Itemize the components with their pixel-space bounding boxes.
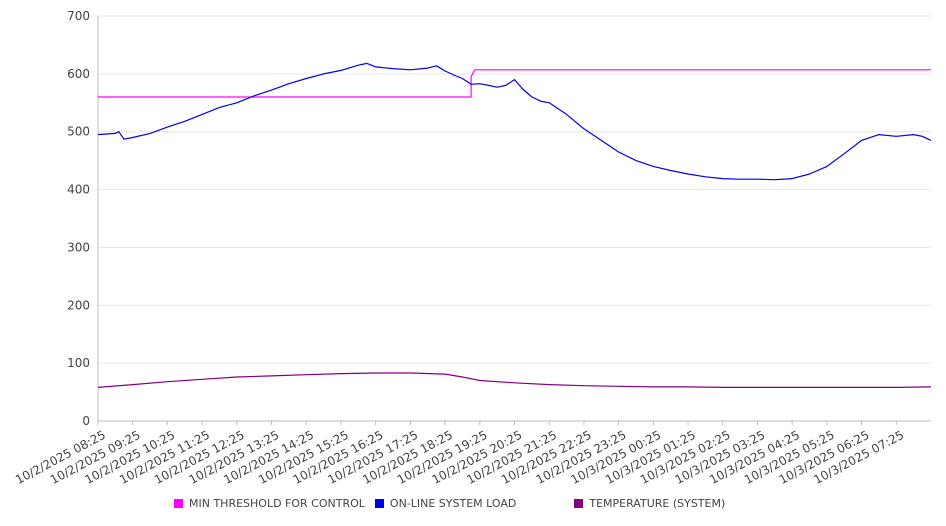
series-line-system-load bbox=[97, 62, 932, 181]
series-line-min-threshold bbox=[98, 69, 931, 98]
y-tick-label: 300 bbox=[67, 240, 90, 254]
series-lines bbox=[97, 62, 932, 388]
grid-lines bbox=[98, 15, 931, 422]
y-tick-label: 700 bbox=[67, 9, 90, 23]
legend-label-system-load: ON-LINE SYSTEM LOAD bbox=[389, 497, 517, 510]
legend-swatch-system-load bbox=[374, 499, 384, 508]
y-axis: 0 100 200 300 400 500 600 700 bbox=[67, 9, 99, 428]
legend-label-min-threshold: MIN THRESHOLD FOR CONTROL bbox=[189, 497, 365, 510]
legend-item-system-load[interactable]: ON-LINE SYSTEM LOAD bbox=[374, 497, 517, 510]
y-tick-label: 500 bbox=[67, 125, 90, 139]
legend-label-temperature: TEMPERATURE (SYSTEM) bbox=[589, 497, 726, 510]
y-tick-label: 100 bbox=[67, 356, 90, 370]
chart-legend: MIN THRESHOLD FOR CONTROL ON-LINE SYSTEM… bbox=[174, 497, 735, 510]
y-tick-label: 0 bbox=[82, 414, 90, 428]
legend-swatch-min-threshold bbox=[174, 499, 183, 508]
y-tick-label: 200 bbox=[67, 298, 90, 312]
series-line-temperature bbox=[97, 372, 932, 388]
y-tick-label: 600 bbox=[67, 67, 90, 81]
legend-swatch-temperature bbox=[574, 499, 584, 508]
legend-item-temperature[interactable]: TEMPERATURE (SYSTEM) bbox=[574, 497, 725, 510]
legend-item-min-threshold[interactable]: MIN THRESHOLD FOR CONTROL bbox=[174, 497, 365, 510]
y-tick-label: 400 bbox=[67, 183, 90, 197]
